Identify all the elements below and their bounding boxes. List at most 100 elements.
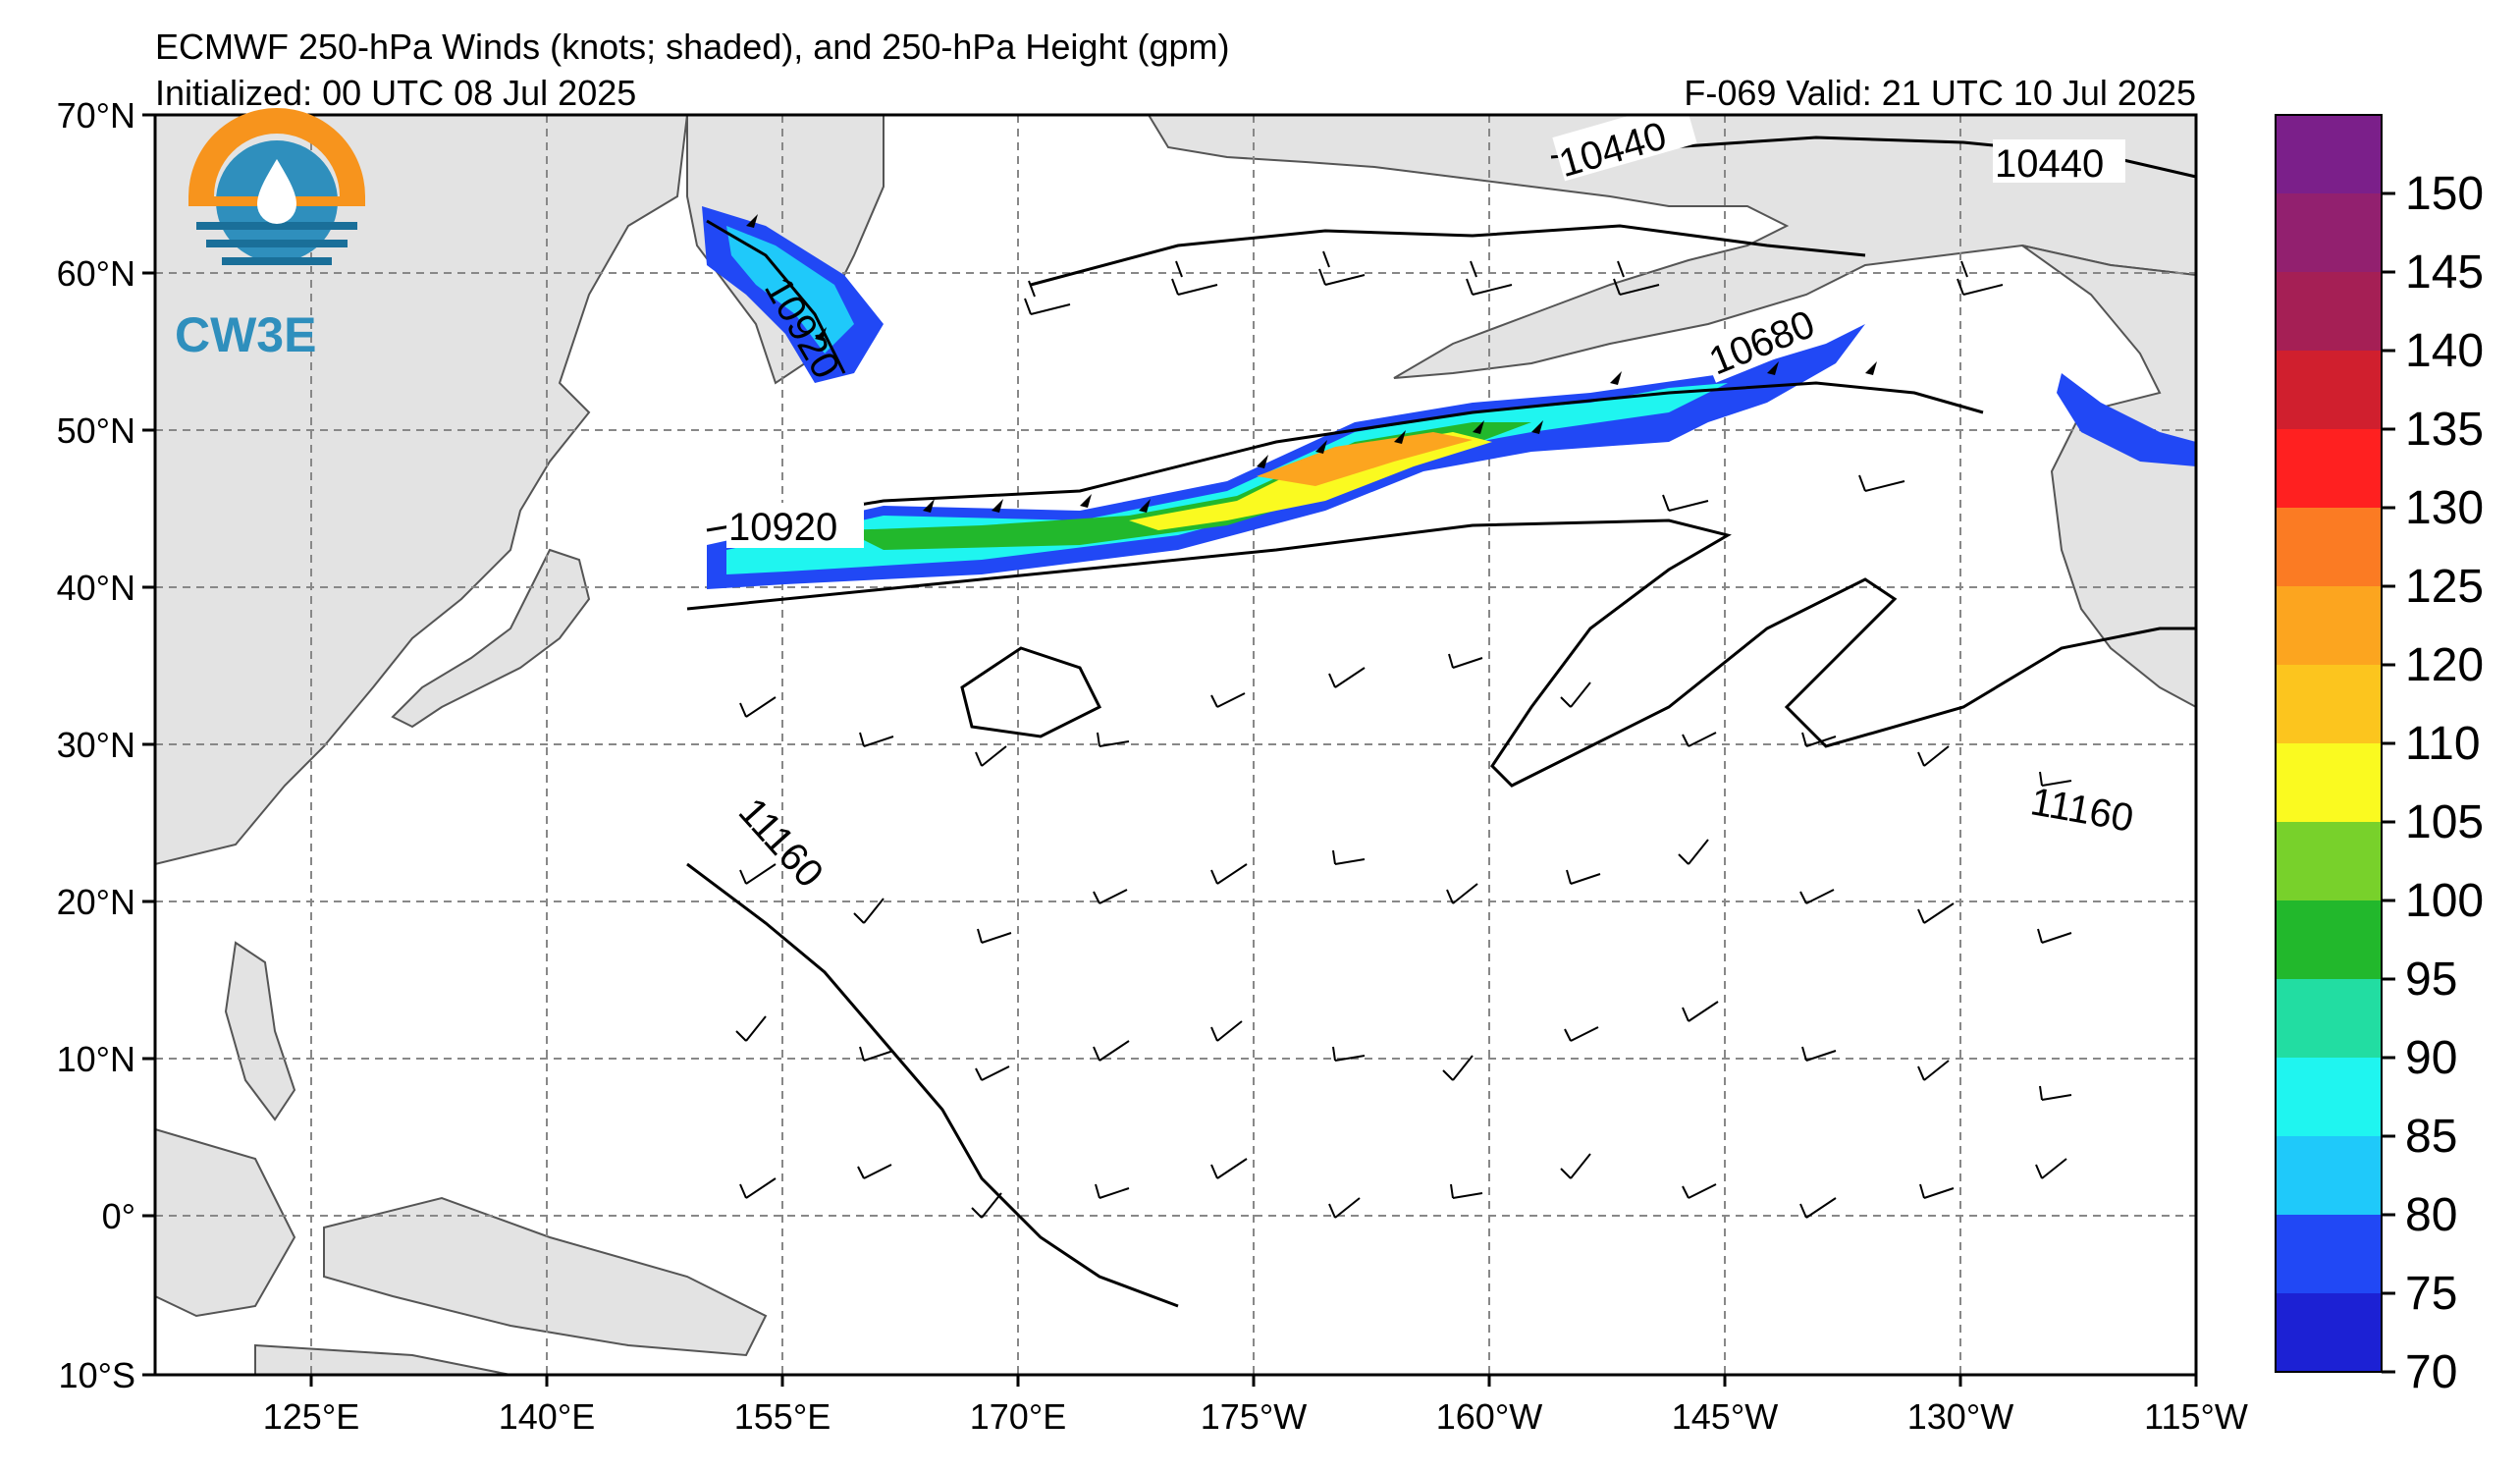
colorbar-segment [2276, 272, 2382, 352]
wind-barb [1093, 1040, 1130, 1062]
wind-barb [1024, 280, 1071, 315]
colorbar-segment [2276, 508, 2382, 587]
wind-barb [1332, 1046, 1366, 1062]
wind-pennant [1473, 420, 1484, 434]
initialized-time: Initialized: 00 UTC 08 Jul 2025 [155, 73, 636, 113]
wind-barb [2039, 771, 2072, 787]
wind-pennant [923, 499, 935, 513]
new-guinea [323, 1196, 768, 1357]
colorbar-tick-label: 105 [2405, 796, 2484, 848]
wind-barb [735, 1015, 767, 1042]
lon-label: 175°W [1201, 1396, 1307, 1437]
wind-barb [1564, 1026, 1599, 1042]
colorbar-tick-label: 140 [2405, 325, 2484, 377]
lat-label: 60°N [57, 253, 135, 294]
wind-pennant [1767, 361, 1779, 375]
wind-barb [1957, 260, 2004, 296]
colorbar-segment [2276, 979, 2382, 1059]
wind-barb [2037, 928, 2072, 944]
coastal-jet [2057, 373, 2196, 466]
colorbar-segment [2276, 743, 2382, 823]
wind-barb [859, 732, 894, 747]
colorbar-tick-label: 125 [2405, 561, 2484, 613]
wind-pennant [1139, 499, 1151, 513]
colorbar-segment [2276, 900, 2382, 980]
colorbar-tick-label: 110 [2405, 718, 2481, 770]
wind-barb [1442, 1055, 1474, 1081]
lat-label: 30°N [57, 725, 135, 765]
wind-barb [1097, 732, 1130, 747]
wind-barb [975, 745, 1007, 767]
wind-pennant [1610, 371, 1622, 385]
contour-label: 10920 [728, 506, 837, 549]
wind-barb [1446, 883, 1478, 904]
wind-barb [1450, 1183, 1483, 1199]
contour-11160-a [686, 518, 2196, 788]
wind-barb [1917, 1060, 1950, 1081]
colorbar-segment [2276, 1058, 2382, 1137]
colorbar-segment [2276, 822, 2382, 901]
wind-barb [1682, 1001, 1719, 1022]
wind-barb [1093, 889, 1128, 904]
colorbar: 150 145 140 135 130 125 120 110 105 100 95 90 85 80 75… [2275, 114, 2484, 1398]
asia-landmass [154, 114, 689, 866]
colorbar-tick-label: 150 [2405, 168, 2484, 220]
wind-barb [1919, 1183, 1955, 1199]
lat-label: 20°N [57, 882, 135, 922]
wind-pennant [992, 499, 1003, 513]
wind-barb [1799, 1197, 1837, 1219]
wind-pennant [815, 327, 827, 341]
wind-barb [977, 928, 1012, 944]
chart-title: ECMWF 250-hPa Winds (knots; shaded), and… [155, 27, 1229, 67]
lon-label: 160°W [1436, 1396, 1542, 1437]
wind-barb [1332, 849, 1366, 865]
philippines-islands [224, 941, 296, 1121]
contour-10920-b [706, 219, 846, 374]
latitude-labels: 70°N 60°N 50°N 40°N 30°N 20°N 10°N 0° 10… [57, 95, 135, 1395]
colorbar-segment [2276, 429, 2382, 509]
wind-barb [971, 1192, 1002, 1219]
wind-barb [2035, 1158, 2067, 1179]
contour-label: 10440 [1995, 142, 2104, 186]
colorbar-tick-label: 80 [2405, 1189, 2457, 1241]
wind-pennant [1257, 455, 1268, 468]
colorbar-segment [2276, 193, 2382, 273]
colorbar-segment [2276, 351, 2382, 430]
cw3e-logo: CW3E [175, 108, 365, 362]
contour-11160-b [686, 862, 1179, 1308]
colorbar-tick-label: 100 [2405, 875, 2484, 927]
kamchatka-jet-core [726, 226, 854, 354]
map-gridlines [155, 115, 2196, 1375]
wind-barb [1917, 902, 1955, 924]
lon-label: 115°W [2144, 1396, 2248, 1437]
lat-label: 40°N [57, 568, 135, 608]
lon-label: 130°W [1907, 1396, 2013, 1437]
wind-barb [1858, 474, 1905, 492]
wind-barb [739, 696, 777, 718]
wind-barb [1318, 250, 1366, 286]
wind-barb [975, 1065, 1010, 1081]
colorbar-tick-label: 70 [2405, 1346, 2457, 1398]
wind-barb [1210, 1158, 1248, 1179]
wind-pennant [1531, 420, 1543, 434]
colorbar-segment [2276, 665, 2382, 744]
wind-pennant [1315, 440, 1327, 454]
lat-label: 10°S [59, 1355, 135, 1395]
wind-pennants [746, 214, 1877, 513]
lon-label: 155°E [734, 1396, 831, 1437]
wind-pennant [1865, 361, 1877, 375]
longitude-labels: 125°E 140°E 155°E 170°E 175°W 160°W 145°… [263, 1396, 2248, 1437]
logo-water-drop-icon [257, 159, 296, 224]
wind-barb [1448, 653, 1483, 669]
colorbar-segment [2276, 115, 2382, 194]
colorbar-segment [2276, 1293, 2382, 1373]
lon-label: 125°E [263, 1396, 359, 1437]
valid-time: F-069 Valid: 21 UTC 10 Jul 2025 [1684, 73, 2196, 113]
wind-barb [1613, 260, 1660, 296]
wind-barb [1566, 869, 1601, 885]
lat-label: 50°N [57, 410, 135, 451]
wind-barb [1801, 1046, 1837, 1062]
wind-barb [1799, 889, 1835, 904]
contour-11160-loop [960, 646, 1102, 738]
wind-barb [1560, 1153, 1591, 1179]
